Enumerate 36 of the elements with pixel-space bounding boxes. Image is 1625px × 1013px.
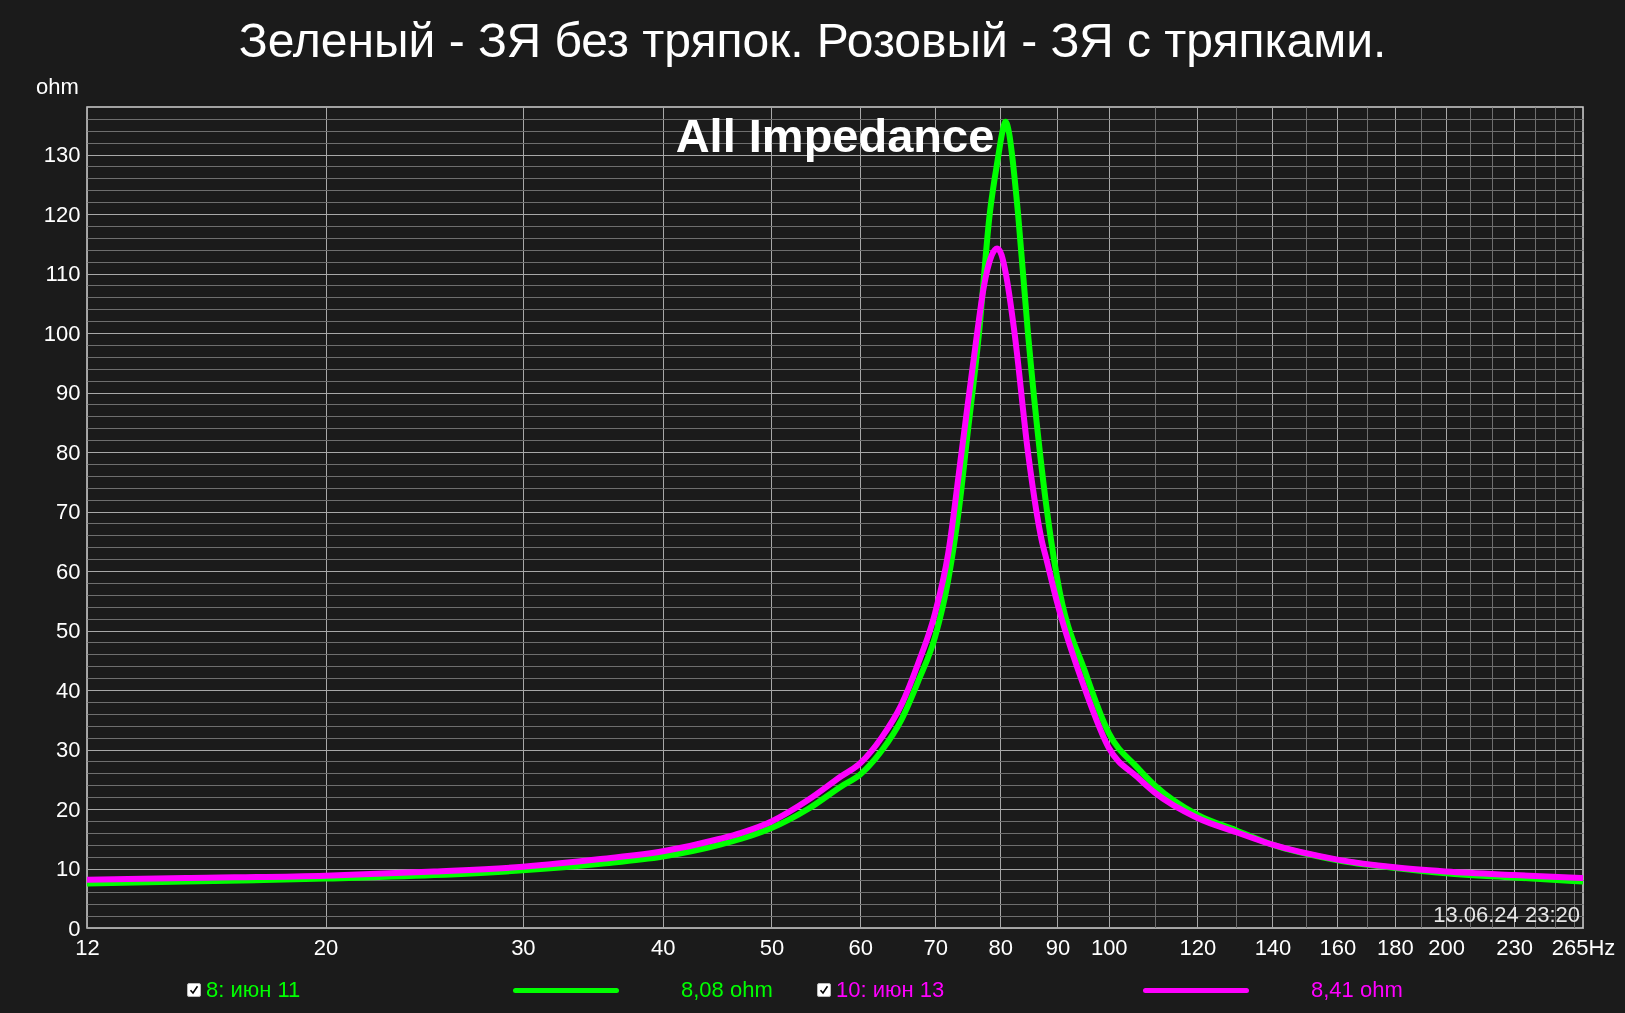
y-tick-label: 120 — [43, 201, 81, 227]
x-tick-label: 160 — [1319, 934, 1357, 960]
x-tick-label: 100 — [1090, 934, 1128, 960]
x-tick-label: 40 — [651, 934, 676, 960]
y-tick-label: 30 — [56, 737, 81, 763]
text: 8: июн 11 — [206, 977, 301, 1003]
y-tick-label: 70 — [56, 499, 81, 525]
x-tick-label: 60 — [848, 934, 873, 960]
x-tick-label: 70 — [923, 934, 948, 960]
chart-title: Зеленый - ЗЯ без тряпок. Розовый - ЗЯ с тряпками. — [238, 14, 1387, 67]
y-tick-label: 130 — [43, 142, 81, 168]
y-tick-label: 110 — [45, 261, 81, 287]
x-tick-label: 200 — [1428, 934, 1465, 960]
x-tick-label: 50 — [759, 934, 785, 960]
x-tick-label: 140 — [1254, 934, 1292, 960]
x-tick-label: 230 — [1496, 934, 1533, 960]
y-tick-label: 40 — [56, 677, 81, 703]
x-tick-label: 180 — [1376, 934, 1414, 960]
y-tick-label: 50 — [56, 618, 81, 644]
text: 10: июн 13 — [836, 977, 945, 1003]
text: 8,08 ohm — [681, 977, 773, 1003]
x-tick-label: 120 — [1179, 934, 1217, 960]
y-axis-title: ohm — [36, 73, 79, 99]
x-tick-label: 30 — [511, 934, 536, 960]
y-tick-label: 60 — [56, 558, 81, 584]
y-tick-label: 0 — [68, 915, 81, 941]
y-tick-label: 20 — [56, 796, 81, 822]
x-tick-label: 90 — [1045, 934, 1071, 960]
text: 8,41 ohm — [1311, 977, 1403, 1003]
x-tick-label: 80 — [988, 934, 1013, 960]
x-tick-label: 265Hz — [1551, 934, 1616, 960]
x-tick-label: 20 — [313, 934, 339, 960]
y-tick-label: 80 — [56, 439, 81, 465]
y-tick-label: 90 — [56, 380, 81, 406]
y-tick-label: 100 — [43, 320, 81, 346]
y-tick-label: 10 — [56, 856, 81, 882]
